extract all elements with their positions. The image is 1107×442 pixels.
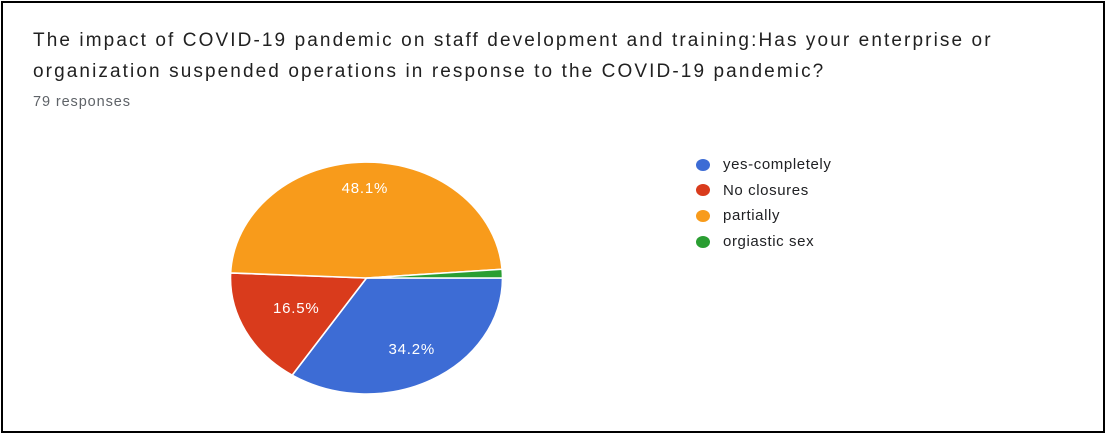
legend-label: partially [723,207,781,225]
legend-item-orgiastic-sex: orgiastic sex [696,229,831,255]
pie-slice-label-partially: 48.1% [342,180,389,197]
legend-swatch [696,158,710,171]
legend-label: yes-completely [723,156,832,174]
pie-chart-svg: 34.2% 16.5% 48.1% [229,161,504,395]
pie-chart: 34.2% 16.5% 48.1% [229,160,504,396]
question-title: The impact of COVID-19 pandemic on staff… [33,30,993,82]
chart-image-frame: The impact of COVID-19 pandemic on staff… [1,1,1105,433]
legend-swatch [696,235,710,248]
pie-slice-label-yes-completely: 34.2% [389,341,436,358]
pie-slice-partially [229,161,503,279]
legend-swatch [696,209,710,222]
legend-item-partially: partially [696,203,831,229]
legend: yes-completely No closures partially orgias… [696,152,831,254]
pie-slice-orgiastic-sex [365,268,504,279]
legend-item-no-closures: No closures [696,178,831,204]
legend-label: orgiastic sex [723,233,815,251]
legend-swatch [696,184,710,197]
pie-slice-label-no-closures: 16.5% [273,300,320,317]
pie-slice-no-closures [229,272,368,376]
response-count: 79 responses [33,94,131,110]
legend-label: No closures [723,181,809,199]
legend-item-yes-completely: yes-completely [696,152,831,178]
